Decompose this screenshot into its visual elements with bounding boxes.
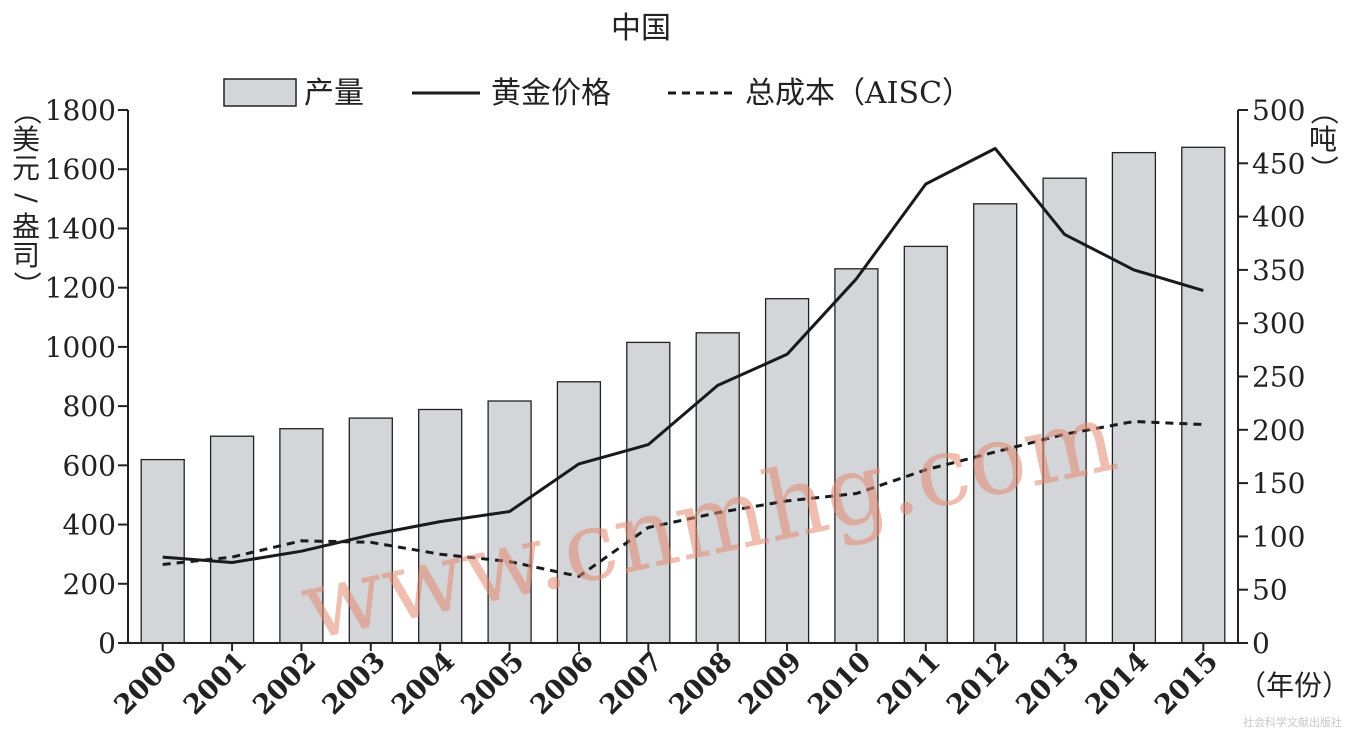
y-right-tick-label: 0	[1252, 627, 1270, 660]
bar-2009	[764, 298, 810, 644]
x-tick-label: 2002	[247, 646, 322, 721]
y-left-axis-label-char: ）	[10, 271, 43, 299]
y-left-axis-label-char: 盎	[12, 210, 40, 243]
y-left-tick-label: 1400	[45, 212, 116, 245]
x-tick-label: 2006	[525, 646, 600, 721]
y-right-tick-label: 100	[1252, 520, 1305, 553]
bar-2007	[626, 341, 671, 644]
y-left-tick-label: 0	[98, 627, 116, 660]
y-right-tick-label: 250	[1252, 361, 1305, 394]
legend-label-production: 产量	[304, 76, 364, 111]
y-left-axis-label-char: 元	[12, 152, 40, 185]
y-right-tick-label: 300	[1252, 307, 1305, 340]
y-right-tick-label: 450	[1252, 147, 1305, 180]
y-left-tick-label: 200	[63, 568, 116, 601]
bar-2000	[140, 458, 185, 644]
y-left-tick-label: 1800	[45, 94, 116, 127]
bar-2001	[209, 435, 255, 644]
y-left-tick-label: 600	[63, 449, 116, 482]
x-tick-label: 2007	[594, 646, 669, 721]
x-tick-label: 2013	[1010, 646, 1085, 721]
y-left-axis-label-char: /	[10, 193, 43, 203]
bar-2010	[834, 268, 879, 644]
bar-2014	[1111, 151, 1157, 644]
y-right-axis-label-char: （	[1307, 97, 1340, 125]
y-right-tick-label: 150	[1252, 467, 1305, 500]
y-right-tick-label: 400	[1252, 201, 1305, 234]
y-left-tick-label: 1000	[45, 331, 116, 364]
bar-2015	[1181, 146, 1226, 644]
bar-2012	[973, 203, 1018, 644]
y-left-axis-label-char: （	[10, 97, 43, 125]
x-tick-label: 2005	[455, 646, 530, 721]
y-right-tick-label: 350	[1252, 254, 1305, 287]
x-tick-label: 2009	[733, 646, 808, 721]
y-right-tick-label: 500	[1252, 94, 1305, 127]
x-tick-label: 2011	[872, 646, 947, 721]
x-tick-label: 2008	[664, 646, 739, 721]
y-left-tick-label: 1200	[45, 272, 116, 305]
y-left-tick-label: 400	[63, 509, 116, 542]
x-tick-label: 2001	[178, 646, 253, 721]
bar-2005	[487, 400, 532, 644]
y-left-tick-label: 800	[63, 390, 116, 423]
y-left-axis-label-char: 美	[12, 123, 40, 156]
aisc-line	[162, 420, 1204, 578]
bar-2006	[556, 381, 602, 644]
x-unit-label: （年份）	[1238, 669, 1350, 702]
legend-label-aisc: 总成本（AISC）	[745, 76, 972, 111]
y-right-axis-label-char: 吨	[1309, 123, 1337, 156]
x-tick-label: 2000	[109, 646, 184, 721]
y-left-axis-label-char: 司	[12, 239, 40, 272]
x-tick-label: 2014	[1080, 646, 1155, 721]
y-right-axis-label-char: ）	[1307, 155, 1340, 183]
bar-2002	[279, 428, 324, 644]
x-tick-label: 2004	[386, 646, 461, 721]
y-right-tick-label: 50	[1252, 574, 1288, 607]
publisher-footer: 社会科学文献出版社	[1243, 715, 1342, 729]
x-tick-label: 2010	[802, 646, 877, 721]
legend: 产量 黄金价格 总成本（AISC）	[223, 76, 972, 111]
chart-title: 中国	[611, 11, 671, 46]
legend-label-gold-price: 黄金价格	[491, 76, 611, 111]
x-tick-label: 2015	[1149, 646, 1224, 721]
y-left-tick-label: 1600	[45, 153, 116, 186]
bar-2013	[1042, 177, 1087, 644]
y-right-tick-label: 200	[1252, 414, 1305, 447]
x-tick-label: 2012	[941, 646, 1016, 721]
legend-swatch-production	[223, 78, 297, 107]
